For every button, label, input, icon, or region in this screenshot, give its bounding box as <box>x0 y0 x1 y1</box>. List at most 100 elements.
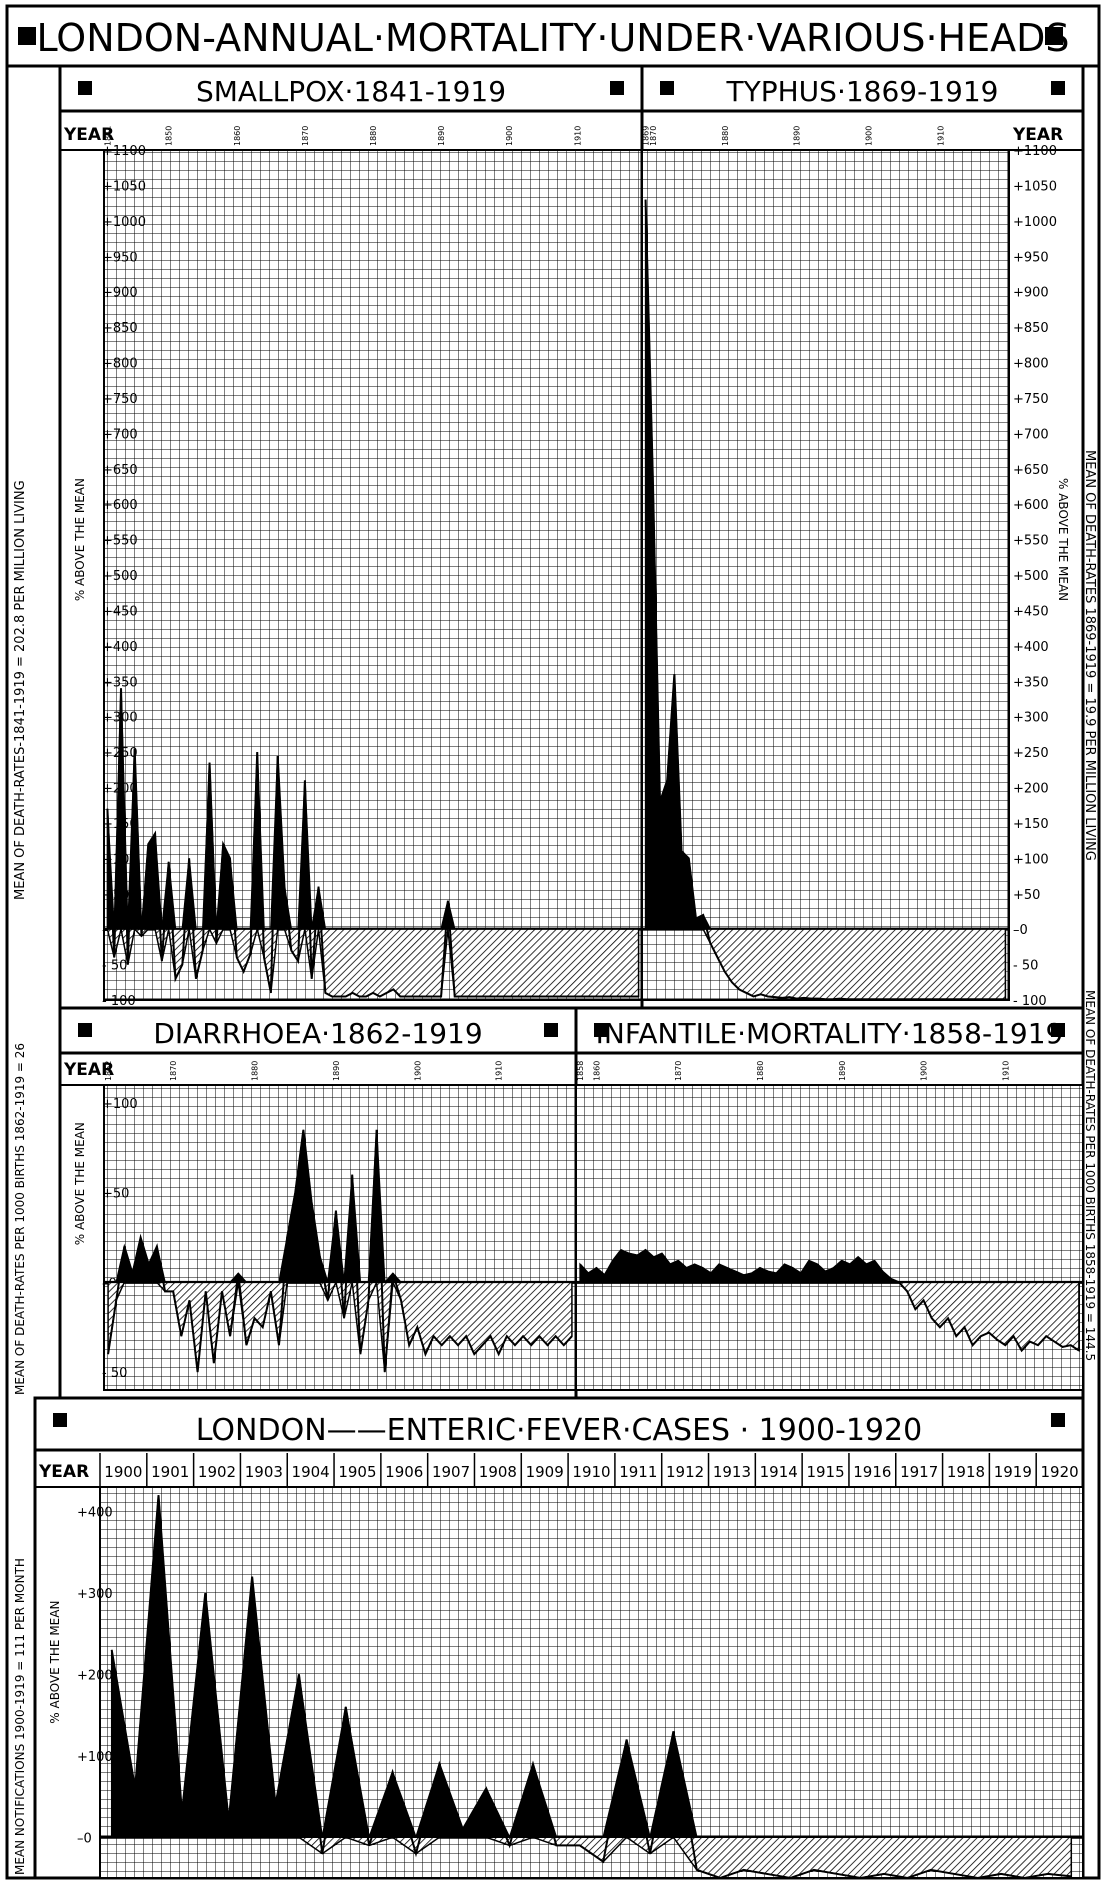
series-line <box>106 688 639 998</box>
x-tick-label: 1880 <box>251 1061 260 1081</box>
y-axis-label: % ABOVE THE MEAN <box>73 478 87 601</box>
ornament-icon <box>610 81 624 95</box>
y-axis-label: % ABOVE THE MEAN <box>73 1122 87 1245</box>
ornament-icon <box>18 27 36 45</box>
x-tick-label: 1906 <box>385 1463 423 1481</box>
y-tick-label: - 50 <box>1013 959 1038 974</box>
series-line <box>110 1495 1072 1880</box>
y-tick-label: +200 <box>77 1668 113 1683</box>
side-label-infantile-mean: MEAN OF DEATH-RATES PER 1000 BIRTHS 1858… <box>1083 990 1097 1361</box>
y-tick-label: - 50 <box>102 1366 127 1381</box>
y-tick-label: +550 <box>1013 534 1049 549</box>
x-tick-label: 1902 <box>198 1463 236 1481</box>
chart-panel-4: LONDON——ENTERIC·FEVER·CASES · 1900-1920 Y… <box>33 1396 1085 1880</box>
year-label: YEAR <box>63 1060 114 1080</box>
x-tick-label: 1862 <box>104 1061 113 1081</box>
y-tick-label: +200 <box>1013 782 1049 797</box>
y-tick-label: +950 <box>1013 250 1049 265</box>
ornament-icon <box>1051 1023 1065 1037</box>
x-tick-label: 1860 <box>233 126 242 146</box>
x-tick-label: 1915 <box>806 1463 844 1481</box>
ornament-icon <box>544 1023 558 1037</box>
x-tick-label: 1890 <box>793 126 802 146</box>
ornament-icon <box>1051 81 1065 95</box>
year-label: YEAR <box>38 1462 89 1482</box>
y-tick-label: +1000 <box>1013 215 1057 230</box>
x-tick-label: 1903 <box>245 1463 283 1481</box>
x-tick-label: 1880 <box>721 126 730 146</box>
y-tick-label: +400 <box>77 1505 113 1520</box>
x-tick-label: 1920 <box>1041 1463 1079 1481</box>
x-tick-label: 1910 <box>573 126 582 146</box>
x-tick-label: 1912 <box>666 1463 704 1481</box>
series-line <box>644 199 1006 1001</box>
series-line <box>107 1129 573 1373</box>
side-label-typhus-mean: MEAN OF DEATH-RATES 1869-1919 = 19.9 PER… <box>1082 450 1097 861</box>
y-tick-label: +950 <box>102 250 138 265</box>
panel-title: DIARRHOEA·1862-1919 <box>153 1017 482 1050</box>
ornament-icon <box>594 1023 608 1037</box>
y-tick-label: +1100 <box>1013 144 1057 159</box>
y-axis-label: % ABOVE THE MEAN <box>1056 478 1070 601</box>
side-label-diarrhoea-mean: MEAN OF DEATH-RATES PER 1000 BIRTHS 1862… <box>13 1043 27 1395</box>
y-tick-label: –0 <box>77 1831 92 1846</box>
x-tick-label: 1890 <box>838 1061 847 1081</box>
chart-panel-1: TYPHUS·1869-1919 YEAR+1100 +1050 +1000 +950 +… <box>640 64 1085 1010</box>
x-tick-label: 1880 <box>756 1061 765 1081</box>
y-tick-label: –0 <box>1013 923 1028 938</box>
y-tick-label: +850 <box>1013 321 1049 336</box>
x-tick-label: 1910 <box>1001 1061 1010 1081</box>
x-tick-label: 1910 <box>937 126 946 146</box>
y-axis-label: % ABOVE THE MEAN <box>48 1601 62 1724</box>
chart-panel-3: INFANTILE·MORTALITY·1858-1919 1858 1860 187… <box>574 1006 1085 1400</box>
panel-title: TYPHUS·1869-1919 <box>726 75 999 108</box>
y-tick-label: +100 <box>77 1750 113 1765</box>
y-tick-label: +100 <box>1013 852 1049 867</box>
y-tick-label: +750 <box>1013 392 1049 407</box>
y-tick-label: +300 <box>1013 711 1049 726</box>
x-tick-label: 1918 <box>947 1463 985 1481</box>
y-tick-label: +250 <box>1013 746 1049 761</box>
x-tick-label: 1850 <box>165 126 174 146</box>
x-tick-label: 1870 <box>649 126 658 146</box>
main-title: LONDON-ANNUAL·MORTALITY·UNDER·VARIOUS·HE… <box>36 16 1069 60</box>
y-tick-label: +900 <box>1013 286 1049 301</box>
x-tick-label: 1870 <box>169 1061 178 1081</box>
y-tick-label: - 100 <box>102 994 136 1009</box>
ornament-icon <box>78 1023 92 1037</box>
x-tick-label: 1913 <box>713 1463 751 1481</box>
x-tick-label: 1919 <box>994 1463 1032 1481</box>
y-tick-label: +400 <box>102 640 138 655</box>
x-tick-label: 1916 <box>853 1463 891 1481</box>
x-tick-label: 1900 <box>104 1463 142 1481</box>
plot-grid <box>641 149 1010 1001</box>
y-tick-label: +850 <box>102 321 138 336</box>
x-tick-label: 1907 <box>432 1463 470 1481</box>
year-label: YEAR <box>63 125 114 145</box>
y-tick-label: +50 <box>1013 888 1040 903</box>
y-tick-label: +1000 <box>102 215 146 230</box>
year-label: YEAR <box>1012 125 1063 145</box>
side-label-smallpox-mean: MEAN OF DEATH-RATES-1841-1919 = 202.8 PE… <box>13 480 28 900</box>
x-tick-label: 1858 <box>576 1061 585 1081</box>
y-tick-label: +100 <box>102 1097 138 1112</box>
x-tick-label: 1900 <box>865 126 874 146</box>
x-tick-label: 1890 <box>332 1061 341 1081</box>
y-tick-label: - 50 <box>102 959 127 974</box>
x-tick-label: 1900 <box>505 126 514 146</box>
y-tick-label: +750 <box>102 392 138 407</box>
y-tick-label: +600 <box>1013 498 1049 513</box>
plot-grid <box>103 1084 577 1391</box>
chart-panel-0: SMALLPOX·1841-1919 YEAR+1100 +1050 +1000 +95… <box>58 64 644 1010</box>
y-tick-label: +500 <box>102 569 138 584</box>
x-tick-label: 1870 <box>674 1061 683 1081</box>
chart-panels: SMALLPOX·1841-1919YEAR+1100+1050+1000+95… <box>33 64 1085 1880</box>
x-tick-label: 1904 <box>292 1463 330 1481</box>
x-tick-label: 1908 <box>479 1463 517 1481</box>
x-tick-label: 1860 <box>592 1061 601 1081</box>
side-label-enteric-mean: MEAN NOTIFICATIONS 1900-1919 = 111 PER M… <box>13 1558 27 1875</box>
y-tick-label: +550 <box>102 534 138 549</box>
y-tick-label: +450 <box>102 604 138 619</box>
x-tick-label: 1890 <box>437 126 446 146</box>
main-title-block: LONDON-ANNUAL·MORTALITY·UNDER·VARIOUS·HE… <box>5 4 1101 68</box>
